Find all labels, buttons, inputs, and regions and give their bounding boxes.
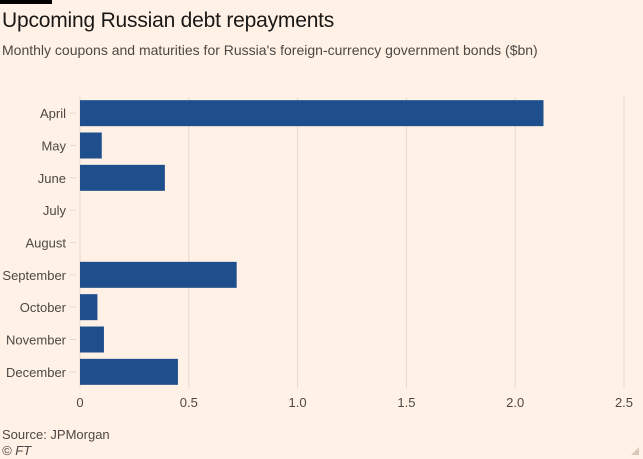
chart-title: Upcoming Russian debt repayments — [2, 9, 335, 32]
source-note: Source: JPMorgan — [2, 427, 110, 442]
category-label: June — [38, 171, 66, 186]
brand-bar — [0, 0, 52, 4]
bar — [80, 294, 98, 321]
x-tick-label: 2.0 — [506, 395, 524, 410]
bar — [80, 261, 237, 288]
bar — [80, 100, 544, 127]
bar — [80, 164, 165, 191]
chart-subtitle: Monthly coupons and maturities for Russi… — [2, 42, 538, 58]
category-label: May — [41, 139, 66, 154]
category-label: April — [40, 106, 66, 121]
x-tick-label: 0 — [76, 395, 83, 410]
category-label: July — [43, 203, 67, 218]
category-label: August — [26, 236, 67, 251]
x-tick-label: 2.5 — [615, 395, 633, 410]
category-label: December — [6, 365, 67, 380]
category-label: October — [20, 300, 67, 315]
resize-corner-icon — [631, 447, 639, 455]
ft-credit: © FT — [2, 443, 32, 458]
bar — [80, 132, 102, 159]
x-tick-label: 1.5 — [397, 395, 415, 410]
category-label: November — [6, 333, 67, 348]
x-tick-label: 0.5 — [180, 395, 198, 410]
category-label: September — [2, 268, 66, 283]
bar — [80, 326, 104, 353]
x-tick-label: 1.0 — [289, 395, 307, 410]
bar — [80, 358, 178, 385]
